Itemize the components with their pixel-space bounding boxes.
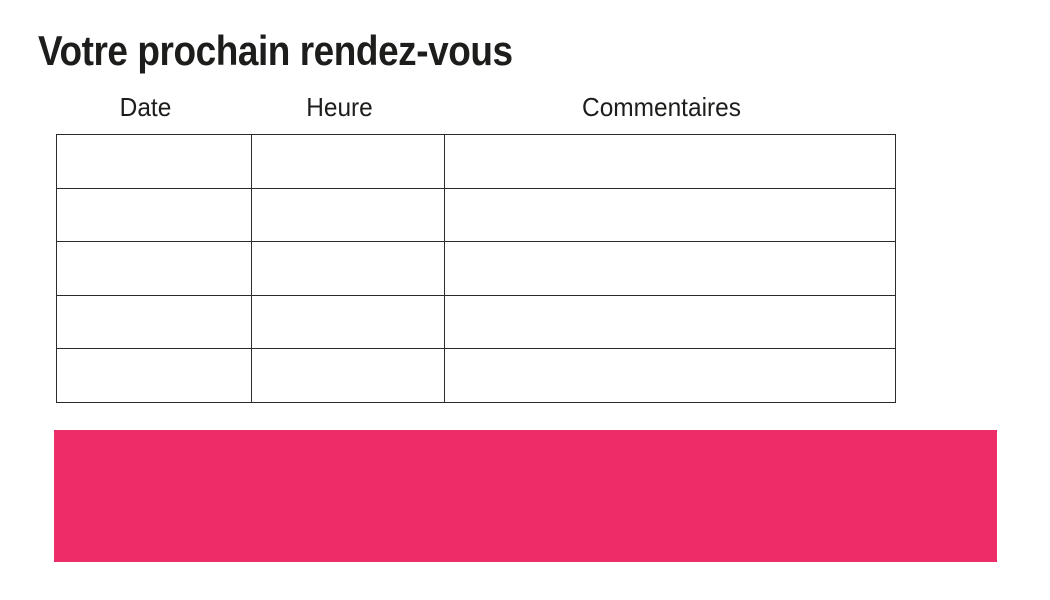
table-cell — [251, 134, 445, 189]
appointments-table — [56, 134, 896, 403]
column-header-date: Date — [119, 92, 172, 122]
table-row — [56, 294, 896, 350]
table-cell — [56, 134, 252, 189]
table-row — [56, 187, 896, 243]
column-header-commentaires: Commentaires — [582, 92, 741, 122]
table-cell — [251, 294, 445, 350]
table-cell — [56, 294, 252, 350]
table-cell — [444, 294, 896, 350]
table-cell — [444, 187, 896, 243]
table-cell — [56, 348, 252, 403]
table-row — [56, 348, 896, 403]
table-cell — [444, 348, 896, 403]
table-cell — [444, 134, 896, 189]
table-row — [56, 134, 896, 189]
page-title: Votre prochain rendez-vous — [38, 27, 513, 74]
table-cell — [251, 187, 445, 243]
column-header-heure: Heure — [306, 92, 373, 122]
table-row — [56, 241, 896, 296]
pink-banner — [54, 430, 997, 562]
table-cell — [56, 241, 252, 296]
table-cell — [251, 348, 445, 403]
table-cell — [251, 241, 445, 296]
table-header-row: Date Heure Commentaires — [48, 92, 887, 123]
table-cell — [444, 241, 896, 296]
table-cell — [56, 187, 252, 243]
